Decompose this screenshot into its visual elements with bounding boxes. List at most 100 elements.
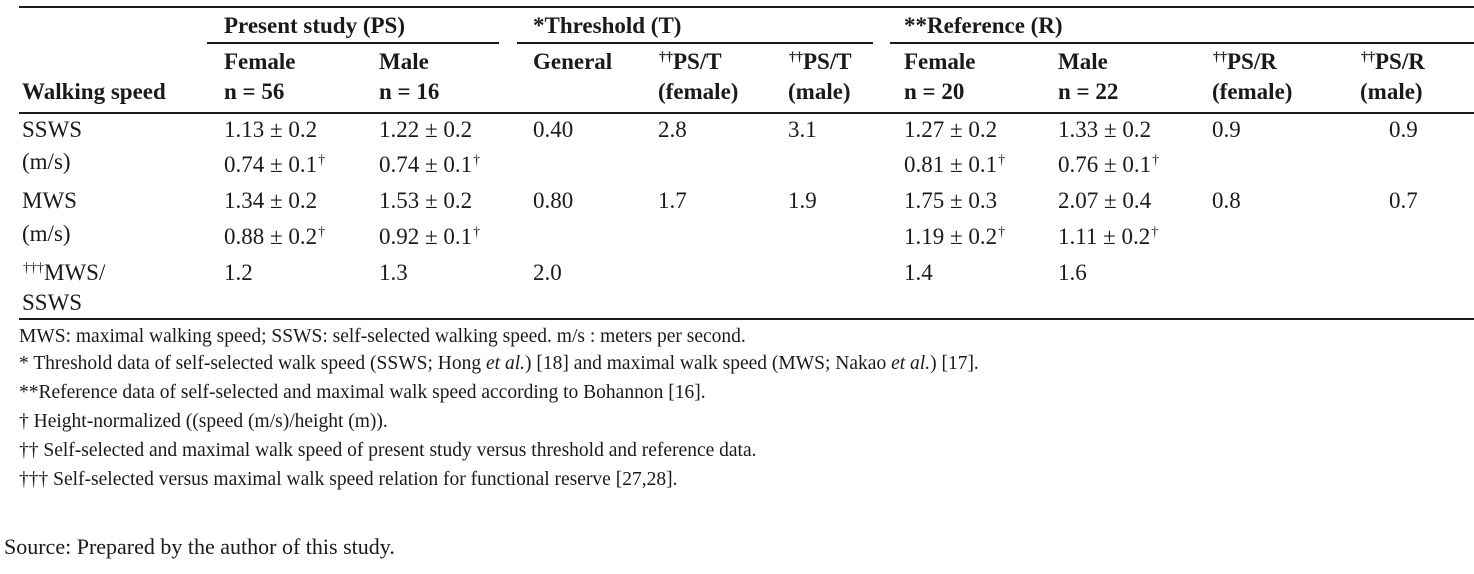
cell-ssws-psr-female: 0.9 bbox=[1212, 117, 1241, 142]
footnote-threshold-etal-1: et al. bbox=[486, 353, 525, 374]
cell-mws-ps-male-norm: 0.92 ± 0.1† bbox=[379, 224, 480, 254]
footnote-functional-reserve: ††† Self-selected versus maximal walk sp… bbox=[19, 469, 678, 490]
row-mws-label: MWS bbox=[22, 188, 77, 213]
header-rule bbox=[19, 112, 1474, 114]
header-t-general: General bbox=[533, 49, 613, 74]
cell-ssws-ps-female-norm: 0.74 ± 0.1† bbox=[224, 152, 325, 182]
cell-ssws-pst-male: 3.1 bbox=[788, 117, 817, 142]
cell-ssws-r-female-norm: 0.81 ± 0.1† bbox=[904, 152, 1005, 182]
header-ps-male-n: n = 16 bbox=[379, 79, 440, 104]
group-present-study: Present study (PS) bbox=[224, 13, 406, 38]
dagger-mark: † bbox=[473, 153, 481, 168]
header-pst-female-sub: (female) bbox=[658, 79, 739, 104]
cell-value: 0.81 ± 0.1 bbox=[904, 152, 998, 177]
row-mws-unit: (m/s) bbox=[22, 221, 71, 246]
footnote-reference: **Reference data of self-selected and ma… bbox=[19, 382, 706, 403]
cell-value: 1.19 ± 0.2 bbox=[904, 224, 998, 249]
dagger-mark: † bbox=[998, 225, 1006, 240]
header-r-male-n: n = 22 bbox=[1058, 79, 1119, 104]
cell-value: 0.74 ± 0.1 bbox=[224, 152, 318, 177]
row-ratio-label-2: SSWS bbox=[22, 290, 83, 315]
cell-mws-pst-male: 1.9 bbox=[788, 188, 817, 213]
cell-value: 0.92 ± 0.1 bbox=[379, 224, 473, 249]
header-pst-female: ††PS/T bbox=[658, 49, 722, 79]
cell-mws-ps-female-norm: 0.88 ± 0.2† bbox=[224, 224, 325, 254]
cell-mws-t-general: 0.80 bbox=[533, 188, 574, 213]
double-dagger-mark: †† bbox=[789, 50, 803, 65]
cell-mws-pst-female: 1.7 bbox=[658, 188, 687, 213]
group-rule-present bbox=[207, 42, 499, 44]
triple-dagger-mark: ††† bbox=[23, 261, 44, 276]
cell-ssws-ps-female: 1.13 ± 0.2 bbox=[224, 117, 318, 142]
cell-ratio-t-general: 2.0 bbox=[533, 260, 562, 285]
cell-mws-ps-female: 1.34 ± 0.2 bbox=[224, 188, 318, 213]
dagger-mark: † bbox=[1152, 153, 1160, 168]
cell-mws-r-female: 1.75 ± 0.3 bbox=[904, 188, 998, 213]
cell-ssws-ps-male-norm: 0.74 ± 0.1† bbox=[379, 152, 480, 182]
cell-mws-r-male: 2.07 ± 0.4 bbox=[1058, 188, 1152, 213]
header-ps-female: Female bbox=[224, 49, 296, 74]
group-rule-reference bbox=[890, 42, 1474, 44]
row-ratio-label-text: MWS/ bbox=[44, 260, 106, 285]
header-psr-male-label: PS/R bbox=[1375, 49, 1425, 74]
cell-ssws-r-female: 1.27 ± 0.2 bbox=[904, 117, 998, 142]
footnote-threshold-part3: ) [17]. bbox=[930, 353, 979, 374]
header-psr-male: ††PS/R bbox=[1360, 49, 1425, 79]
dagger-mark: † bbox=[1151, 225, 1159, 240]
header-pst-male-sub: (male) bbox=[788, 79, 851, 104]
cell-mws-r-male-norm: 1.11 ± 0.2† bbox=[1058, 224, 1158, 254]
header-r-female-n: n = 20 bbox=[904, 79, 965, 104]
header-walking-speed: Walking speed bbox=[22, 79, 166, 104]
cell-mws-psr-male: 0.7 bbox=[1389, 188, 1418, 213]
group-rule-threshold bbox=[517, 42, 873, 44]
cell-ssws-ps-male: 1.22 ± 0.2 bbox=[379, 117, 473, 142]
cell-ratio-ps-female: 1.2 bbox=[224, 260, 253, 285]
top-rule bbox=[19, 6, 1474, 8]
source-note: Source: Prepared by the author of this s… bbox=[4, 534, 395, 559]
cell-ssws-pst-female: 2.8 bbox=[658, 117, 687, 142]
cell-value: 0.88 ± 0.2 bbox=[224, 224, 318, 249]
header-psr-female: ††PS/R bbox=[1212, 49, 1277, 79]
cell-ssws-t-general: 0.40 bbox=[533, 117, 574, 142]
header-pst-male-label: PS/T bbox=[803, 49, 852, 74]
dagger-mark: † bbox=[998, 153, 1006, 168]
cell-ssws-r-male-norm: 0.76 ± 0.1† bbox=[1058, 152, 1159, 182]
double-dagger-mark: †† bbox=[1361, 50, 1375, 65]
cell-ratio-r-male: 1.6 bbox=[1058, 260, 1087, 285]
header-psr-female-sub: (female) bbox=[1212, 79, 1293, 104]
footnote-threshold-etal-2: et al. bbox=[891, 353, 931, 374]
footnote-abbreviations: MWS: maximal walking speed; SSWS: self-s… bbox=[19, 326, 746, 347]
cell-ssws-psr-male: 0.9 bbox=[1389, 117, 1418, 142]
cell-ratio-r-female: 1.4 bbox=[904, 260, 933, 285]
header-pst-female-label: PS/T bbox=[673, 49, 722, 74]
double-dagger-mark: †† bbox=[659, 50, 673, 65]
footnote-ps-versus: †† Self-selected and maximal walk speed … bbox=[19, 440, 757, 461]
footnote-height-normalized: † Height-normalized ((speed (m/s)/height… bbox=[19, 411, 388, 432]
group-threshold: *Threshold (T) bbox=[533, 13, 682, 38]
footnote-threshold: * Threshold data of self-selected walk s… bbox=[19, 353, 979, 375]
cell-mws-r-female-norm: 1.19 ± 0.2† bbox=[904, 224, 1005, 254]
row-ratio-label: †††MWS/ bbox=[22, 260, 105, 290]
dagger-mark: † bbox=[318, 225, 326, 240]
bottom-rule bbox=[19, 318, 1474, 320]
double-dagger-mark: †† bbox=[1213, 50, 1227, 65]
header-ps-female-n: n = 56 bbox=[224, 79, 285, 104]
header-psr-female-label: PS/R bbox=[1227, 49, 1277, 74]
cell-value: 1.11 ± 0.2 bbox=[1058, 224, 1151, 249]
cell-value: 0.74 ± 0.1 bbox=[379, 152, 473, 177]
footnote-threshold-part2: ) [18] and maximal walk speed (MWS; Naka… bbox=[525, 353, 892, 374]
header-ps-male: Male bbox=[379, 49, 429, 74]
dagger-mark: † bbox=[473, 225, 481, 240]
footnote-threshold-part1: * Threshold data of self-selected walk s… bbox=[19, 353, 486, 374]
cell-value: 0.76 ± 0.1 bbox=[1058, 152, 1152, 177]
group-reference: **Reference (R) bbox=[904, 13, 1063, 38]
row-ssws-unit: (m/s) bbox=[22, 149, 71, 174]
dagger-mark: † bbox=[318, 153, 326, 168]
cell-ssws-r-male: 1.33 ± 0.2 bbox=[1058, 117, 1152, 142]
header-pst-male: ††PS/T bbox=[788, 49, 852, 79]
row-ssws-label: SSWS bbox=[22, 117, 83, 142]
cell-mws-psr-female: 0.8 bbox=[1212, 188, 1241, 213]
header-psr-male-sub: (male) bbox=[1360, 79, 1423, 104]
cell-ratio-ps-male: 1.3 bbox=[379, 260, 408, 285]
header-r-male: Male bbox=[1058, 49, 1108, 74]
